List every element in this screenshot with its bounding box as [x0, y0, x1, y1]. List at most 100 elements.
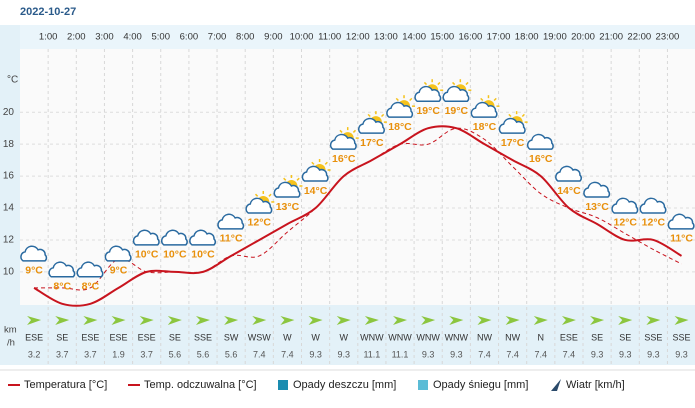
wind-speed: 7.4 [506, 349, 519, 359]
weather-icon [498, 111, 528, 134]
hour-label: 16:00 [459, 32, 483, 43]
weather-icon [526, 133, 554, 150]
sun-ray [521, 113, 525, 118]
wind-speed: 7.4 [563, 349, 576, 359]
y-tick-label: 20 [3, 107, 15, 118]
weather-icon [386, 95, 416, 118]
wind-arrow [364, 316, 379, 325]
cloud [301, 165, 329, 182]
temperature-label: 10°C [163, 249, 187, 261]
sun-ray [508, 113, 512, 118]
wind-direction: W [339, 332, 348, 342]
cloud [470, 101, 498, 118]
wind-arrow [421, 316, 436, 325]
sun-ray [465, 81, 469, 86]
wind-direction: SW [224, 332, 239, 342]
wind-speed: 9.3 [422, 349, 435, 359]
wind-direction: N [538, 332, 545, 342]
wind-direction: ESE [81, 332, 99, 342]
cloud [583, 181, 611, 198]
wind-speed: 1.9 [112, 349, 125, 359]
wind-speed: 9.3 [647, 349, 660, 359]
sun-ray [283, 177, 287, 181]
wind-arrow [252, 316, 267, 325]
cloud [611, 197, 639, 214]
wind-arrow [139, 316, 154, 325]
wind-arrow [336, 316, 351, 325]
temperature-label: 13°C [276, 201, 300, 213]
weather-icon [132, 229, 160, 246]
y-tick-label: 10 [3, 267, 15, 278]
weather-icon [329, 127, 359, 150]
temperature-label: 16°C [332, 153, 356, 165]
left-column [0, 25, 20, 365]
hour-label: 8:00 [236, 32, 255, 43]
wind-direction: W [311, 332, 320, 342]
hour-label: 4:00 [123, 32, 142, 43]
sun-ray [437, 81, 441, 86]
wind-speed: 9.3 [675, 349, 688, 359]
wind-speed: 7.4 [253, 349, 266, 359]
cloud [526, 133, 554, 150]
sun-ray [493, 97, 497, 102]
y-tick-label: 18 [3, 139, 15, 150]
wind-arrow [533, 316, 548, 325]
hour-label: 9:00 [264, 32, 283, 43]
wind-direction: ESE [560, 332, 578, 342]
hour-label: 3:00 [95, 32, 114, 43]
temperature-label: 9°C [25, 265, 43, 277]
wind-arrow [393, 316, 408, 325]
wind-speed: 3.7 [56, 349, 69, 359]
wind-speed: 11.1 [392, 349, 409, 359]
temperature-label: 12°C [642, 217, 666, 229]
legend-label: Opady deszczu [mm] [293, 379, 396, 391]
wind-arrow [308, 316, 323, 325]
hour-label: 13:00 [374, 32, 398, 43]
weather-icon [48, 261, 76, 278]
hour-label: 12:00 [346, 32, 370, 43]
cloud [104, 245, 132, 262]
hour-label: 2:00 [67, 32, 86, 43]
weather-icon [245, 190, 275, 214]
cloud [329, 133, 357, 150]
cloud [20, 245, 48, 262]
wind-arrow [646, 316, 661, 325]
wind-speed: 5.6 [169, 349, 182, 359]
wind-direction: NW [505, 332, 520, 342]
wind-speed: 9.3 [619, 349, 632, 359]
temperature-label: 12°C [248, 217, 272, 229]
hour-label: 18:00 [515, 32, 539, 43]
legend-swatch [278, 380, 288, 390]
wind-speed: 7.4 [478, 349, 491, 359]
weather-icon [104, 245, 132, 262]
wind-direction: ESE [110, 332, 128, 342]
wind-direction: SE [169, 332, 181, 342]
sun-ray [268, 193, 272, 197]
wind-direction: SE [56, 332, 68, 342]
temperature-label: 18°C [388, 121, 412, 133]
wind-arrow [27, 316, 42, 325]
wind-speed: 5.6 [197, 349, 210, 359]
weather-icon [639, 197, 667, 214]
temperature-label: 17°C [501, 137, 525, 149]
wind-direction: W [283, 332, 292, 342]
weather-icon [76, 261, 104, 278]
weather-icon [20, 245, 48, 262]
hour-label: 10:00 [290, 32, 314, 43]
temperature-label: 14°C [557, 185, 581, 197]
wind-direction: ESE [138, 332, 156, 342]
cloud [498, 117, 526, 134]
sun-ray [311, 161, 315, 165]
hour-label: 14:00 [402, 32, 426, 43]
legend-label: Temperatura [°C] [24, 379, 107, 391]
temperature-label: 13°C [585, 201, 609, 213]
wind-direction: SE [619, 332, 631, 342]
weather-icon [667, 213, 695, 230]
cloud [273, 181, 301, 198]
wind-direction: SSE [673, 332, 691, 342]
cloud [639, 197, 667, 214]
legend-label: Temp. odczuwalna [°C] [144, 379, 257, 391]
weather-icon [611, 197, 639, 214]
wind-arrow [618, 316, 633, 325]
cloud [667, 213, 695, 230]
